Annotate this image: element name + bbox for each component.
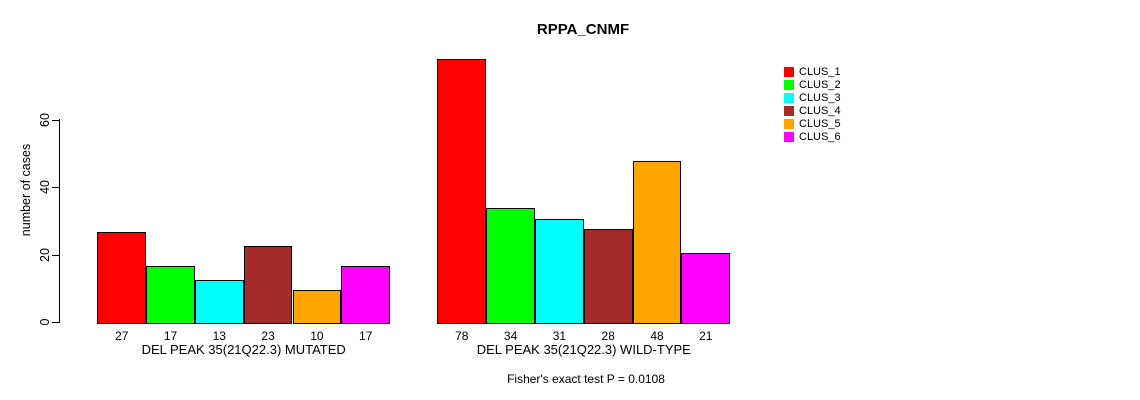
y-axis [59, 119, 60, 323]
legend-label: CLUS_4 [799, 104, 841, 117]
group-label: DEL PEAK 35(21Q22.3) WILD-TYPE [476, 342, 691, 357]
legend-item-clus_4: CLUS_4 [784, 104, 841, 117]
bar-value-label: 78 [455, 329, 469, 343]
legend-label: CLUS_1 [799, 65, 841, 78]
y-axis-label: number of cases [19, 143, 33, 237]
bar-clus_4 [583, 228, 633, 324]
y-tick-mark [52, 119, 59, 121]
legend-item-clus_3: CLUS_3 [784, 91, 841, 104]
y-tick-label: 20 [38, 247, 52, 262]
legend-swatch-icon [784, 118, 794, 129]
bar-value-label: 17 [163, 329, 178, 343]
bar-value-label: 48 [650, 329, 664, 343]
legend-label: CLUS_6 [799, 131, 841, 143]
bar-clus_3 [194, 279, 244, 324]
bar-clus_3 [535, 218, 584, 324]
bar-value-label: 31 [552, 329, 567, 343]
legend-swatch-icon [784, 79, 794, 90]
legend-label: CLUS_3 [799, 91, 841, 104]
bar-clus_5 [292, 290, 342, 324]
legend-label: CLUS_5 [799, 117, 841, 130]
bar-value-label: 27 [115, 329, 129, 343]
legend-label: CLUS_2 [799, 78, 841, 91]
y-tick-label: 0 [38, 318, 52, 326]
bar-value-label: 17 [359, 329, 373, 343]
bar-clus_4 [243, 245, 293, 324]
bar-value-label: 23 [261, 329, 275, 343]
legend-item-clus_5: CLUS_5 [784, 117, 841, 130]
bar-clus_5 [632, 160, 682, 324]
bar-clus_1 [437, 58, 487, 324]
bar-clus_2 [146, 266, 195, 324]
y-tick-mark [52, 254, 59, 256]
bar-value-label: 13 [212, 329, 226, 343]
chart-title: RPPA_CNMF [536, 21, 630, 38]
legend-swatch-icon [784, 132, 794, 142]
legend-item-clus_6: CLUS_6 [784, 131, 841, 144]
legend-swatch-icon [784, 92, 794, 103]
y-tick-label: 40 [38, 180, 52, 194]
bar-value-label: 28 [601, 329, 615, 343]
group-label: DEL PEAK 35(21Q22.3) MUTATED [141, 342, 346, 357]
bar-clus_6 [681, 252, 731, 324]
bar-value-label: 10 [310, 329, 324, 343]
bar-value-label: 21 [699, 329, 713, 343]
legend-swatch-icon [784, 105, 794, 116]
y-tick-mark [52, 322, 59, 323]
y-tick-label: 60 [38, 112, 52, 127]
y-tick-mark [52, 187, 59, 188]
bar-clus_6 [341, 266, 391, 324]
legend-item-clus_2: CLUS_2 [784, 78, 841, 91]
bar-clus_2 [486, 208, 535, 324]
bar-clus_1 [97, 232, 147, 324]
annotation-text: Fisher's exact test P = 0.0108 [507, 372, 665, 386]
bar-value-label: 34 [503, 329, 518, 343]
legend-item-clus_1: CLUS_1 [784, 65, 841, 78]
legend-swatch-icon [784, 66, 794, 77]
